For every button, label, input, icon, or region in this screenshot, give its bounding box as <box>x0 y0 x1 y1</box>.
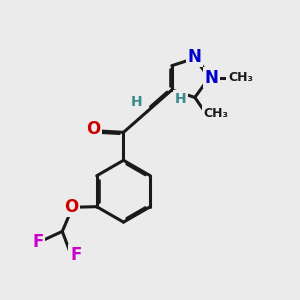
Text: H: H <box>130 95 142 109</box>
Text: F: F <box>70 246 82 264</box>
Text: H: H <box>175 92 186 106</box>
Text: F: F <box>32 233 44 251</box>
Text: CH₃: CH₃ <box>204 107 229 120</box>
Text: O: O <box>86 120 100 138</box>
Text: N: N <box>188 48 202 66</box>
Text: N: N <box>204 69 218 87</box>
Text: O: O <box>64 198 78 216</box>
Text: CH₃: CH₃ <box>228 71 253 84</box>
